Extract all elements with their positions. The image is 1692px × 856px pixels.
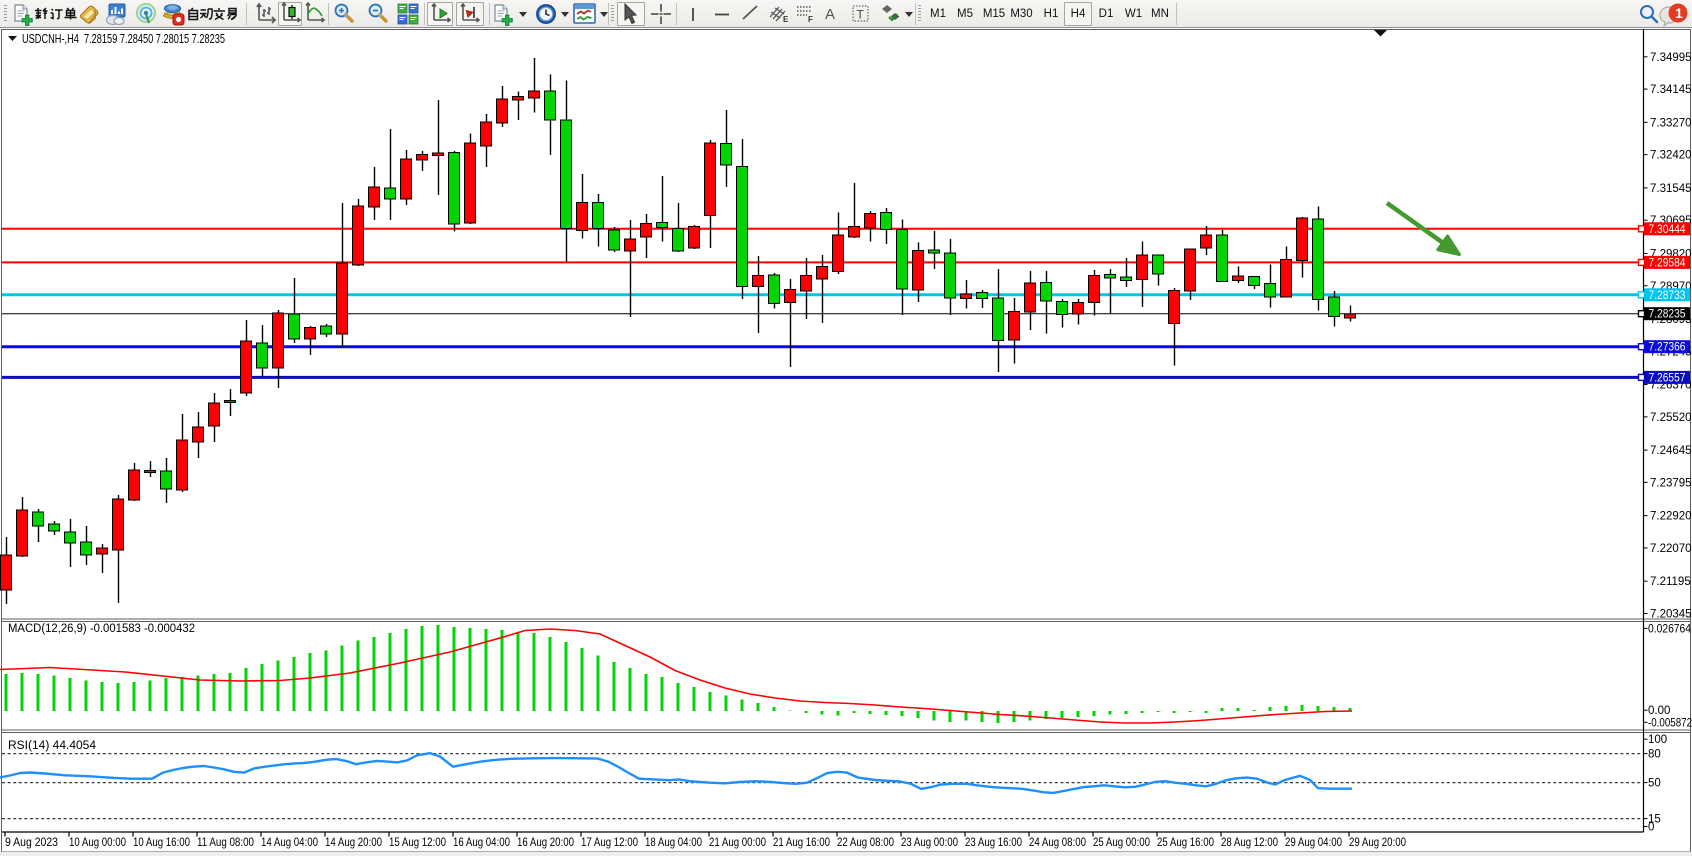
svg-text:7.21195: 7.21195 (1650, 576, 1691, 588)
svg-text:50: 50 (1648, 778, 1661, 790)
svg-text:7.27366: 7.27366 (1649, 342, 1686, 354)
svg-text:7.33270: 7.33270 (1650, 117, 1692, 129)
svg-text:23 Aug 00:00: 23 Aug 00:00 (901, 837, 958, 849)
svg-text:7.24645: 7.24645 (1650, 445, 1692, 457)
svg-text:A: A (825, 6, 835, 23)
svg-text:7.23795: 7.23795 (1650, 477, 1692, 489)
svg-text:E: E (783, 15, 789, 24)
svg-text:7.34145: 7.34145 (1650, 84, 1692, 96)
svg-text:0.026764: 0.026764 (1648, 623, 1692, 635)
svg-text:21 Aug 16:00: 21 Aug 16:00 (773, 837, 830, 849)
svg-text:28 Aug 12:00: 28 Aug 12:00 (1221, 837, 1278, 849)
svg-text:7.28733: 7.28733 (1649, 290, 1686, 302)
svg-text:F: F (808, 15, 813, 24)
svg-text:80: 80 (1648, 749, 1661, 761)
svg-text:7.22920: 7.22920 (1650, 511, 1692, 523)
svg-text:7.32420: 7.32420 (1650, 150, 1692, 162)
svg-text:25 Aug 16:00: 25 Aug 16:00 (1157, 837, 1214, 849)
svg-text:9 Aug 2023: 9 Aug 2023 (5, 837, 58, 849)
svg-text:0: 0 (1648, 822, 1654, 834)
svg-text:10 Aug 00:00: 10 Aug 00:00 (69, 837, 126, 849)
svg-text:24 Aug 08:00: 24 Aug 08:00 (1029, 837, 1086, 849)
svg-text:0.00: 0.00 (1648, 705, 1670, 717)
svg-text:11 Aug 08:00: 11 Aug 08:00 (197, 837, 254, 849)
svg-text:7.34995: 7.34995 (1650, 52, 1692, 64)
svg-text:MACD(12,26,9) -0.001583 -0.000: MACD(12,26,9) -0.001583 -0.000432 (8, 623, 195, 635)
svg-text:7.28235: 7.28235 (1649, 309, 1686, 321)
svg-text:15: 15 (1648, 814, 1661, 826)
svg-text:7.20345: 7.20345 (1650, 609, 1692, 621)
svg-text:18 Aug 04:00: 18 Aug 04:00 (645, 837, 702, 849)
svg-text:RSI(14) 44.4054: RSI(14) 44.4054 (8, 740, 97, 752)
svg-text:29 Aug 20:00: 29 Aug 20:00 (1349, 837, 1406, 849)
svg-text:7.25520: 7.25520 (1650, 412, 1692, 424)
svg-text:22 Aug 08:00: 22 Aug 08:00 (837, 837, 894, 849)
svg-text:17 Aug 12:00: 17 Aug 12:00 (581, 837, 638, 849)
svg-text:1: 1 (1675, 5, 1683, 21)
svg-text:10 Aug 16:00: 10 Aug 16:00 (133, 837, 190, 849)
svg-text:T: T (857, 8, 865, 22)
svg-text:15 Aug 12:00: 15 Aug 12:00 (389, 837, 446, 849)
svg-text:7.22070: 7.22070 (1650, 543, 1692, 555)
svg-text:14 Aug 20:00: 14 Aug 20:00 (325, 837, 382, 849)
svg-text:USDCNH-,H4 7.28159 7.28450 7.: USDCNH-,H4 7.28159 7.28450 7.28015 7.282… (22, 32, 225, 46)
svg-text:7.26557: 7.26557 (1649, 372, 1686, 384)
svg-text:-0.005872: -0.005872 (1648, 717, 1692, 729)
svg-text:21 Aug 00:00: 21 Aug 00:00 (709, 837, 766, 849)
svg-text:100: 100 (1648, 734, 1667, 746)
svg-text:7.29584: 7.29584 (1649, 257, 1687, 269)
svg-text:23 Aug 16:00: 23 Aug 16:00 (965, 837, 1022, 849)
svg-text:16 Aug 20:00: 16 Aug 20:00 (517, 837, 574, 849)
svg-text:25 Aug 00:00: 25 Aug 00:00 (1093, 837, 1150, 849)
svg-text:16 Aug 04:00: 16 Aug 04:00 (453, 837, 510, 849)
svg-text:14 Aug 04:00: 14 Aug 04:00 (261, 837, 318, 849)
svg-text:7.31545: 7.31545 (1650, 183, 1692, 195)
svg-text:7.30444: 7.30444 (1649, 224, 1687, 236)
svg-text:29 Aug 04:00: 29 Aug 04:00 (1285, 837, 1342, 849)
